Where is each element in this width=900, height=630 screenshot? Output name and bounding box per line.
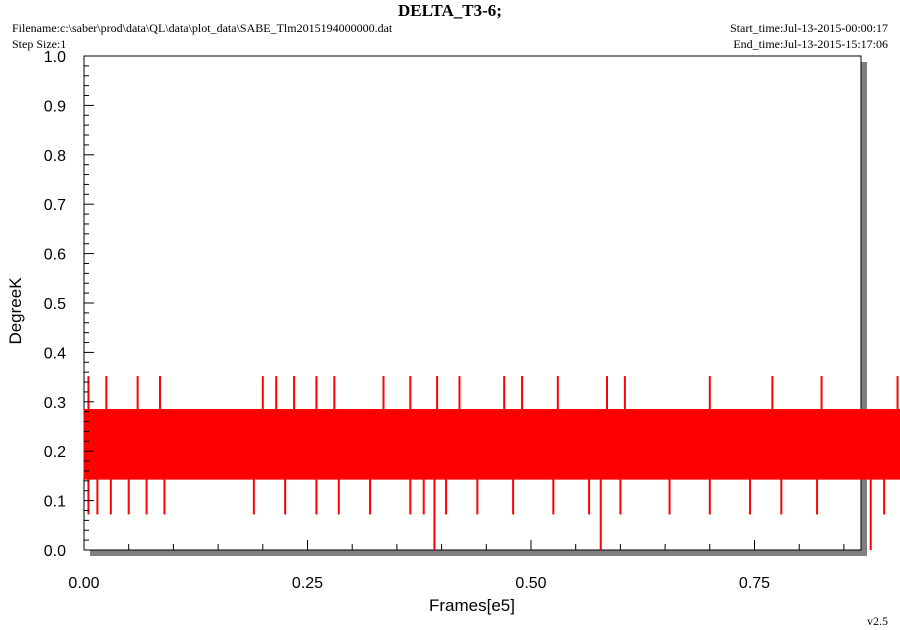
y-tick-label: 0.2 xyxy=(44,444,66,461)
x-tick-label: 0.50 xyxy=(515,575,546,592)
x-axis: 0.000.250.500.751.001.251.50 xyxy=(68,540,845,592)
series-red xyxy=(83,376,900,550)
x-tick-label: 0.75 xyxy=(739,575,770,592)
y-tick-label: 0.6 xyxy=(44,247,66,264)
x-tick-label: 0.00 xyxy=(68,575,99,592)
end-time-label: End_time:Jul-13-2015-15:17:06 xyxy=(733,37,888,51)
y-tick-label: 0.7 xyxy=(44,197,66,214)
chart-title: DELTA_T3-6; xyxy=(398,1,502,20)
y-tick-label: 0.8 xyxy=(44,148,66,165)
x-tick-label: 0.25 xyxy=(292,575,323,592)
y-axis: 0.0 0.1 0.2 0.3 0.4 0.5 0.6 0.7 0.8 0.9 1.0 xyxy=(44,49,94,560)
series-band xyxy=(83,409,900,479)
y-tick-label: 0.4 xyxy=(44,345,66,362)
y-tick-label: 0.1 xyxy=(44,494,66,511)
y-tick-label: 0.3 xyxy=(44,395,66,412)
step-size-label: Step Size:1 xyxy=(12,37,67,51)
y-tick-label: 1.0 xyxy=(44,49,66,66)
version-label: v2.5 xyxy=(867,614,888,628)
y-tick-label: 0.0 xyxy=(44,543,66,560)
y-tick-label: 0.5 xyxy=(44,296,66,313)
start-time-label: Start_time:Jul-13-2015-00:00:17 xyxy=(730,21,888,35)
y-axis-label: DegreeK xyxy=(6,277,25,345)
x-axis-label: Frames[e5] xyxy=(429,596,515,615)
filename-label: Filename:c:\saber\prod\data\QL\data\plot… xyxy=(12,21,393,35)
y-tick-label: 0.9 xyxy=(44,98,66,115)
